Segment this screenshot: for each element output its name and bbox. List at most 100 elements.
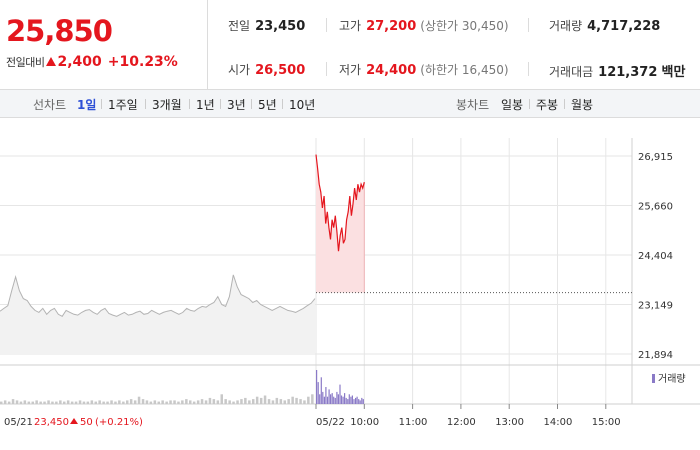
volume-bar [344,393,346,404]
volume-bar [212,399,216,404]
volume-bar [126,400,129,404]
volume-bar [263,395,267,404]
volume-bar [31,401,34,404]
volume-bar [348,394,350,404]
open-cell: 시가 26,500 [228,61,305,78]
divider [528,18,529,32]
volume-bar [177,401,180,404]
candle-chart-label: 봉차트 [456,98,490,112]
volume-bar [340,395,343,404]
change-value: 2,400 [57,54,102,70]
tab-1year[interactable]: 1년 [196,98,215,112]
volume-bar [299,399,302,404]
tab-10year[interactable]: 10년 [289,98,316,112]
volume-bar [161,400,164,404]
volume-bar [303,400,306,404]
volume-bar [325,387,327,404]
open-label: 시가 [228,63,251,77]
divider [326,18,327,32]
volume-bar [122,401,125,404]
change-label: 전일대비 [6,56,45,69]
volume-bar [185,399,188,404]
volume-bar [232,401,235,404]
x-tick-label: 14:00 [544,417,573,428]
volume-bar [311,394,314,404]
volume-bar [337,394,339,404]
prev-session-area [0,274,315,354]
volume-bar [78,400,82,404]
x-tick-label: 11:00 [399,417,428,428]
volume-bar [351,395,353,404]
divider [251,99,252,109]
volume-bar [244,397,247,404]
volume-bar [51,401,54,404]
lower-limit: (하한가 16,450) [420,63,509,77]
x-tick-label: 12:00 [447,417,476,428]
tab-1week[interactable]: 1주일 [108,98,138,112]
amount-unit: 백만 [661,65,686,80]
tab-3year[interactable]: 3년 [227,98,246,112]
volume-bar [326,396,329,404]
volume-bar [224,399,227,404]
line-chart-label: 선차트 [33,98,67,112]
low-cell: 저가 24,400 (하한가 16,450) [339,61,509,78]
today-series [315,154,632,294]
volume-bar [200,399,204,404]
current-price: 25,850 [6,14,113,48]
up-triangle-icon [46,57,57,66]
x-tick-label: 13:00 [495,417,524,428]
volume-bar [19,401,23,404]
volume-bar [118,400,121,404]
volume-bar [55,401,58,404]
volume-bar [63,401,66,404]
tab-3month[interactable]: 3개월 [152,98,182,112]
volume-bar [169,400,172,404]
volume-bar [345,397,347,404]
high-value: 27,200 [366,19,417,34]
volume-bar [35,400,38,404]
volume-bar [342,396,344,404]
tab-5year[interactable]: 5년 [258,98,277,112]
volume-bar [279,399,283,404]
volume-bar [181,400,184,404]
volume-bars [0,370,364,404]
volume-bar [334,397,336,404]
volume-bar [98,400,101,404]
volume-bar [149,401,153,404]
volume-bar [129,399,133,404]
volume-bar [291,396,294,404]
volume-bar [316,370,318,404]
prev-close-label: 전일 [228,19,251,33]
volume-bar [322,391,324,404]
upper-limit: (상한가 30,450) [420,19,509,33]
volume-bar [287,399,290,404]
amount-cell: 거래대금 121,372 백만 [549,61,685,80]
today-area-fill [316,154,365,293]
volume-bar [39,401,42,404]
volume-bar [307,396,310,404]
volume-bar [356,396,358,404]
low-label: 저가 [339,63,362,77]
prev-close-value: 23,450 [255,19,306,34]
change-percent: +10.23% [107,54,178,70]
intraday-price-chart[interactable]: 26,915 25,660 24,404 23,149 21,894 05/22 10:0… [0,118,700,450]
divider [326,62,327,76]
volume-bar [173,400,176,404]
volume-bar [196,400,200,404]
volume-bar [47,400,50,404]
tab-monthly-candle[interactable]: 월봉 [571,98,594,112]
tab-daily-candle[interactable]: 일봉 [501,98,524,112]
volume-bar [7,401,11,404]
volume-bar [216,400,220,404]
volume-bar [106,401,109,404]
y-tick-label: 26,915 [638,152,673,163]
volume-bar [330,394,332,404]
volume-cell: 거래량 4,717,228 [549,17,660,34]
today-price-line [315,154,365,252]
tab-weekly-candle[interactable]: 주봉 [536,98,559,112]
prev-close-cell: 전일 23,450 [228,17,305,34]
amount-value: 121,372 [598,65,658,80]
volume-bar [110,400,113,404]
tab-1day[interactable]: 1일 [77,98,97,112]
volume-bar [255,396,259,404]
